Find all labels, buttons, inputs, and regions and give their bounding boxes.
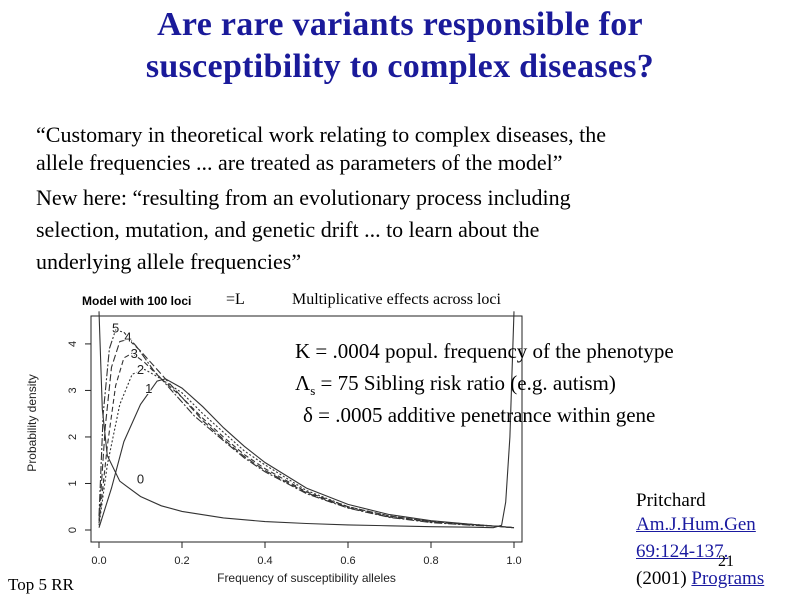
plot-frame [90, 315, 523, 543]
curve-label-1: 1 [145, 381, 152, 396]
series-line-0 [98, 311, 515, 529]
ref-pages-link[interactable]: 69:124-137. [636, 541, 729, 562]
lambda-symbol: Λ [295, 371, 311, 395]
x-tick-label: 1.0 [506, 555, 521, 567]
x-tick-label: 0.4 [257, 555, 272, 567]
programs-link[interactable]: Programs [691, 568, 765, 589]
model-label: Model with 100 loci [82, 294, 192, 308]
x-tick-label: 0.0 [91, 555, 106, 567]
quote-line-2: allele frequencies ... are treated as pa… [36, 150, 563, 175]
quote-line-5: underlying allele frequencies” [36, 249, 302, 274]
ref-journal-link[interactable]: Am.J.Hum.Gen [636, 514, 756, 535]
title-line-2: susceptibility to complex diseases? [145, 48, 655, 85]
y-axis-label: Probability density [25, 374, 39, 471]
curve-label-0: 0 [137, 471, 144, 486]
curve-label-4: 4 [124, 330, 131, 345]
ref-year-line: (2001) Programs [636, 567, 764, 591]
y-tick-label: 2 [67, 434, 79, 440]
title-line-1: Are rare variants responsible for [157, 6, 643, 43]
series-line-5 [98, 329, 515, 529]
series-line-2 [98, 368, 515, 529]
effects-label: Multiplicative effects across loci [292, 291, 501, 308]
slide-number: 21 [718, 553, 734, 570]
ref-year: (2001) [636, 568, 687, 589]
x-tick-label: 0.2 [174, 555, 189, 567]
x-tick-label: 0.8 [423, 555, 438, 567]
quote-line-1: “Customary in theoretical work relating … [36, 122, 607, 147]
param-k: K = .0004 popul. frequency of the phenot… [295, 339, 674, 363]
lambda-subscript: s [310, 383, 316, 399]
x-axis-label: Frequency of susceptibility alleles [217, 571, 396, 585]
series-line-1 [98, 378, 515, 529]
lambda-text: = 75 Sibling risk ratio (e.g. autism) [315, 371, 616, 395]
slide-title: Are rare variants responsible for suscep… [0, 4, 800, 88]
eq-label: =L [226, 291, 245, 308]
quote-line-4: selection, mutation, and genetic drift .… [36, 217, 540, 242]
y-tick-label: 3 [67, 387, 79, 393]
x-tick-label: 0.6 [340, 555, 355, 567]
param-delta: δ = .0005 additive penetrance within gen… [303, 403, 656, 427]
curve-label-2: 2 [137, 362, 144, 377]
curve-label-3: 3 [131, 346, 138, 361]
ref-author: Pritchard [636, 490, 706, 511]
curve-label-5: 5 [112, 320, 119, 335]
param-lambda: Λs = 75 Sibling risk ratio (e.g. autism) [295, 368, 616, 406]
y-tick-label: 4 [67, 341, 79, 347]
quote-line-3: New here: “resulting from an evolutionar… [36, 185, 571, 210]
footer-label: Top 5 RR [8, 575, 74, 594]
y-tick-label: 1 [67, 480, 79, 486]
y-tick-label: 0 [67, 527, 79, 533]
